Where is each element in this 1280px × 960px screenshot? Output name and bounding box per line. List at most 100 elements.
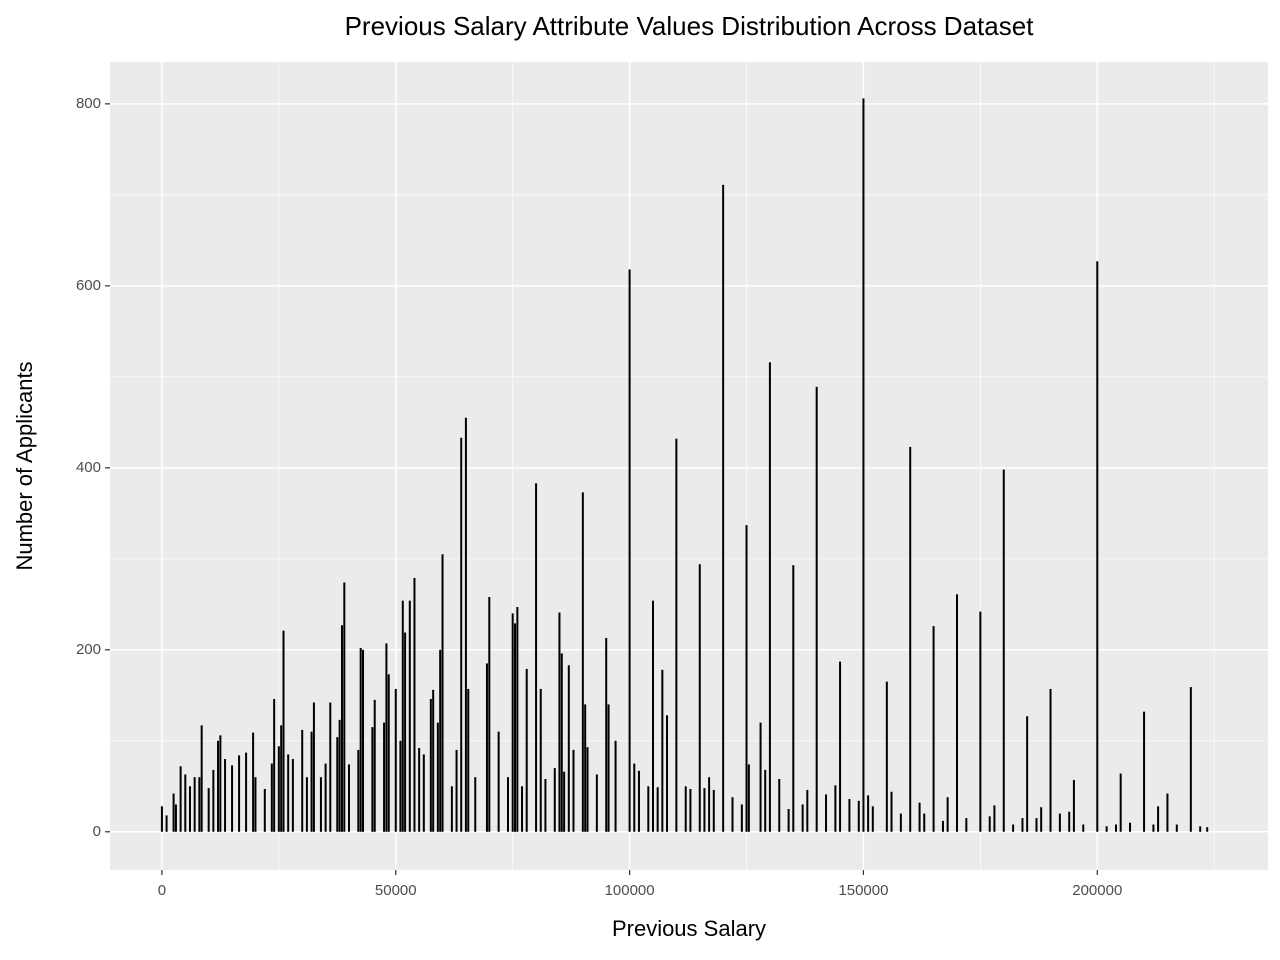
bar: [965, 818, 968, 832]
bar: [1143, 711, 1146, 832]
bar: [207, 788, 210, 832]
x-tick-label: 200000: [1072, 882, 1122, 899]
bar: [273, 698, 276, 832]
bar: [172, 793, 175, 832]
bar: [988, 816, 991, 832]
bar: [722, 184, 725, 832]
bar: [792, 565, 795, 832]
bar: [319, 777, 322, 832]
bar: [584, 704, 587, 832]
bar: [745, 525, 748, 832]
bar: [174, 804, 177, 832]
bar: [768, 362, 771, 832]
bar: [558, 612, 561, 832]
bar: [834, 785, 837, 832]
bar: [1105, 826, 1108, 832]
bar: [1189, 687, 1192, 832]
bar: [586, 747, 589, 832]
bar: [535, 483, 538, 832]
bar: [857, 800, 860, 832]
bar: [460, 437, 463, 832]
bar: [399, 740, 402, 832]
bar: [238, 755, 241, 832]
bar: [224, 758, 227, 832]
bar: [614, 740, 617, 832]
bar: [497, 731, 500, 832]
bar: [270, 763, 273, 832]
bar: [485, 663, 488, 832]
bar: [759, 722, 762, 832]
bar: [254, 777, 257, 832]
bar: [909, 446, 912, 832]
bar: [801, 804, 804, 832]
bar: [806, 789, 809, 832]
bar: [343, 582, 346, 832]
bar: [941, 820, 944, 832]
bar: [703, 788, 706, 832]
bar: [385, 643, 388, 832]
bar: [193, 777, 196, 832]
bar: [245, 752, 248, 832]
bar: [764, 769, 767, 832]
bar: [675, 438, 678, 832]
bar: [277, 746, 280, 832]
bar: [287, 754, 290, 832]
bar: [871, 806, 874, 832]
bar: [572, 749, 575, 832]
bar: [212, 769, 215, 832]
chart-title: Previous Salary Attribute Values Distrib…: [345, 11, 1035, 41]
bar: [436, 722, 439, 832]
bar: [862, 98, 865, 832]
bar: [637, 770, 640, 832]
bar: [993, 805, 996, 832]
bar: [778, 779, 781, 832]
bar: [217, 740, 220, 832]
bar: [488, 597, 491, 832]
x-tick-label: 100000: [605, 882, 655, 899]
bar: [1096, 261, 1099, 832]
bar: [689, 789, 692, 832]
bar: [418, 748, 421, 832]
x-axis-title: Previous Salary: [612, 916, 766, 941]
bar: [1082, 824, 1085, 832]
bar: [1152, 824, 1155, 832]
bar: [394, 688, 397, 832]
bar: [383, 722, 386, 832]
bar: [324, 763, 327, 832]
bar: [539, 688, 542, 832]
bar: [567, 665, 570, 832]
bar: [200, 725, 203, 832]
bar: [467, 688, 470, 832]
bar: [560, 653, 563, 832]
bar: [450, 786, 453, 832]
bar: [441, 554, 444, 832]
bar: [661, 669, 664, 832]
bar: [282, 630, 285, 832]
bar: [340, 625, 343, 832]
bar: [839, 661, 842, 832]
x-tick-label: 0: [158, 882, 166, 899]
bar: [955, 594, 958, 832]
bar: [338, 719, 341, 832]
bar: [429, 698, 432, 832]
bar: [305, 777, 308, 832]
bar: [184, 774, 187, 832]
bar: [357, 749, 360, 832]
bar: [371, 727, 374, 832]
bar: [698, 564, 701, 832]
bar: [848, 799, 851, 832]
bar: [731, 797, 734, 832]
bar: [1072, 779, 1075, 832]
bar: [373, 699, 376, 832]
bar: [301, 729, 304, 832]
y-tick-label: 400: [76, 459, 101, 476]
bar: [708, 777, 711, 832]
bar: [1068, 811, 1071, 832]
bar: [712, 789, 715, 832]
bar: [359, 647, 362, 832]
bar: [219, 735, 222, 832]
bar: [347, 764, 350, 832]
bar: [455, 749, 458, 832]
bar: [890, 791, 893, 832]
